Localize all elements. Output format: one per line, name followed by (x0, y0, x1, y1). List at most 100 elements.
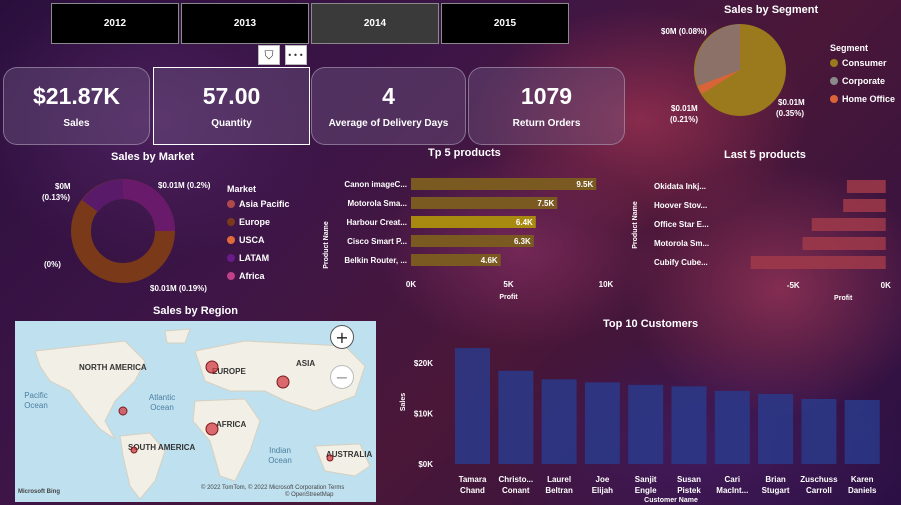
bar[interactable] (844, 399, 880, 464)
x-tick-label: 0K (406, 280, 416, 289)
bar[interactable] (843, 199, 886, 212)
bar[interactable] (628, 384, 664, 464)
map-bubble-africa[interactable] (205, 422, 219, 436)
market-data-label: (0.13%) (42, 193, 71, 202)
legend-dot (830, 77, 838, 85)
bar[interactable] (411, 178, 597, 190)
x-tick-label: Elijah (592, 486, 613, 495)
segment-data-label: $0.01M (671, 104, 698, 113)
x-tick-label: Zuschuss (800, 475, 838, 484)
legend-item-corporate[interactable]: Corporate (830, 76, 885, 86)
legend-item-latam[interactable]: LATAM (227, 253, 269, 263)
legend-item-usca[interactable]: USCA (227, 235, 265, 245)
map-bubble-oceania[interactable] (326, 454, 334, 462)
segment-pie-chart[interactable] (690, 20, 790, 120)
donut-slice-latam[interactable] (122, 179, 175, 232)
map-bubble-usca[interactable] (118, 406, 128, 416)
x-tick-label: Joe (596, 475, 610, 484)
last5-bar-chart[interactable]: Product Name Okidata Inkj... Hoover Stov..… (625, 170, 901, 305)
legend-label: Asia Pacific (239, 199, 290, 209)
top5-bar-chart[interactable]: Product Name Canon imageC... 9.5K Motorola … (320, 170, 630, 305)
bar[interactable] (750, 256, 886, 269)
year-2015-button[interactable]: 2015 (441, 3, 569, 44)
map-label-atlantic-ocean: Atlantic Ocean (148, 393, 176, 412)
kpi-card-sales[interactable]: $21.87K Sales (3, 67, 150, 145)
bar[interactable] (411, 197, 558, 209)
x-tick-label: Karen (851, 475, 874, 484)
legend-item-consumer[interactable]: Consumer (830, 58, 887, 68)
year-2013-button[interactable]: 2013 (181, 3, 309, 44)
map-attribution: © 2022 TomTom, © 2022 Microsoft Corporat… (201, 485, 345, 491)
legend-label: Europe (239, 217, 271, 227)
kpi-card-return-orders[interactable]: 1079 Return Orders (468, 67, 625, 145)
y-tick-label: $0K (418, 460, 433, 469)
map-bubble-latam[interactable] (130, 446, 138, 454)
x-tick-label: Laurel (547, 475, 571, 484)
zoom-in-button[interactable]: + (330, 325, 354, 349)
zoom-out-button[interactable]: − (330, 365, 354, 389)
top10-bar-chart[interactable]: Sales $0K $10K $20K Tamara Chand Christo... Con… (395, 336, 895, 504)
x-axis-title: Profit (834, 295, 853, 302)
bar[interactable] (411, 235, 534, 247)
legend-label: Corporate (842, 76, 886, 86)
bar[interactable] (498, 370, 534, 464)
donut-slice-asia-pacific[interactable] (81, 179, 124, 213)
x-tick-label: Carroll (806, 486, 832, 495)
legend-dot (227, 218, 235, 226)
kpi-card-delivery-days[interactable]: 4 Average of Delivery Days (311, 67, 466, 145)
data-label: 9.5K (576, 180, 593, 189)
bar[interactable] (671, 386, 707, 464)
market-legend-title: Market (227, 184, 257, 194)
bar[interactable] (411, 216, 536, 228)
x-tick-label: Engle (635, 486, 657, 495)
legend-item-home-office[interactable]: Home Office (830, 94, 895, 104)
bar[interactable] (802, 237, 886, 250)
legend-label: LATAM (239, 253, 270, 263)
bar[interactable] (714, 390, 750, 464)
x-tick-label: Brian (765, 475, 786, 484)
bar[interactable] (758, 393, 794, 464)
legend-item-asia-pacific[interactable]: Asia Pacific (227, 199, 290, 209)
x-tick-label: Tamara (459, 475, 487, 484)
bar[interactable] (411, 254, 501, 266)
map-bubble-asia[interactable] (276, 375, 290, 389)
year-2014-button[interactable]: 2014 (311, 3, 439, 44)
legend-dot (227, 236, 235, 244)
market-donut-chart[interactable] (68, 176, 178, 286)
kpi-value: 4 (382, 83, 395, 109)
kpi-value: 1079 (520, 83, 573, 109)
legend-item-europe[interactable]: Europe (227, 217, 270, 227)
legend-dot (227, 200, 235, 208)
segment-data-label: $0M (0.08%) (661, 27, 707, 36)
category-label: Belkin Router, ... (344, 256, 407, 265)
pie-slice-corporate[interactable] (695, 24, 740, 86)
map-bubble-europe[interactable] (205, 360, 219, 374)
legend-dot (830, 59, 838, 67)
legend-dot (830, 95, 838, 103)
year-2012-button[interactable]: 2012 (51, 3, 179, 44)
pie-slice-home-office[interactable] (698, 70, 740, 94)
data-label: 6.4K (516, 218, 533, 227)
data-label: 6.3K (514, 237, 531, 246)
bar[interactable] (584, 382, 620, 464)
map-label-asia: ASIA (296, 359, 316, 368)
bar[interactable] (801, 398, 837, 464)
top5-chart-title: Tp 5 products (428, 147, 501, 159)
segment-chart-title: Sales by Segment (724, 4, 819, 16)
bar[interactable] (455, 348, 490, 464)
legend-item-africa[interactable]: Africa (227, 271, 265, 281)
bar[interactable] (811, 218, 886, 231)
region-map[interactable]: NORTH AMERICA EUROPE ASIA AFRICA SOUTH A… (15, 321, 376, 502)
bar[interactable] (541, 379, 577, 464)
x-axis-title: Customer Name (644, 497, 698, 504)
filter-icon[interactable]: ⛉ (258, 45, 280, 65)
x-tick-label: -5K (787, 281, 800, 290)
kpi-label: Sales (63, 118, 90, 129)
last5-chart-title: Last 5 products (724, 149, 806, 161)
map-label-pacific-ocean: Pacific Ocean (24, 391, 48, 410)
more-options-icon[interactable]: ••• (285, 45, 307, 65)
x-tick-label: Pistek (677, 486, 701, 495)
bar[interactable] (846, 180, 886, 193)
kpi-card-quantity[interactable]: 57.00 Quantity (153, 67, 310, 145)
y-axis-title: Product Name (323, 221, 330, 269)
